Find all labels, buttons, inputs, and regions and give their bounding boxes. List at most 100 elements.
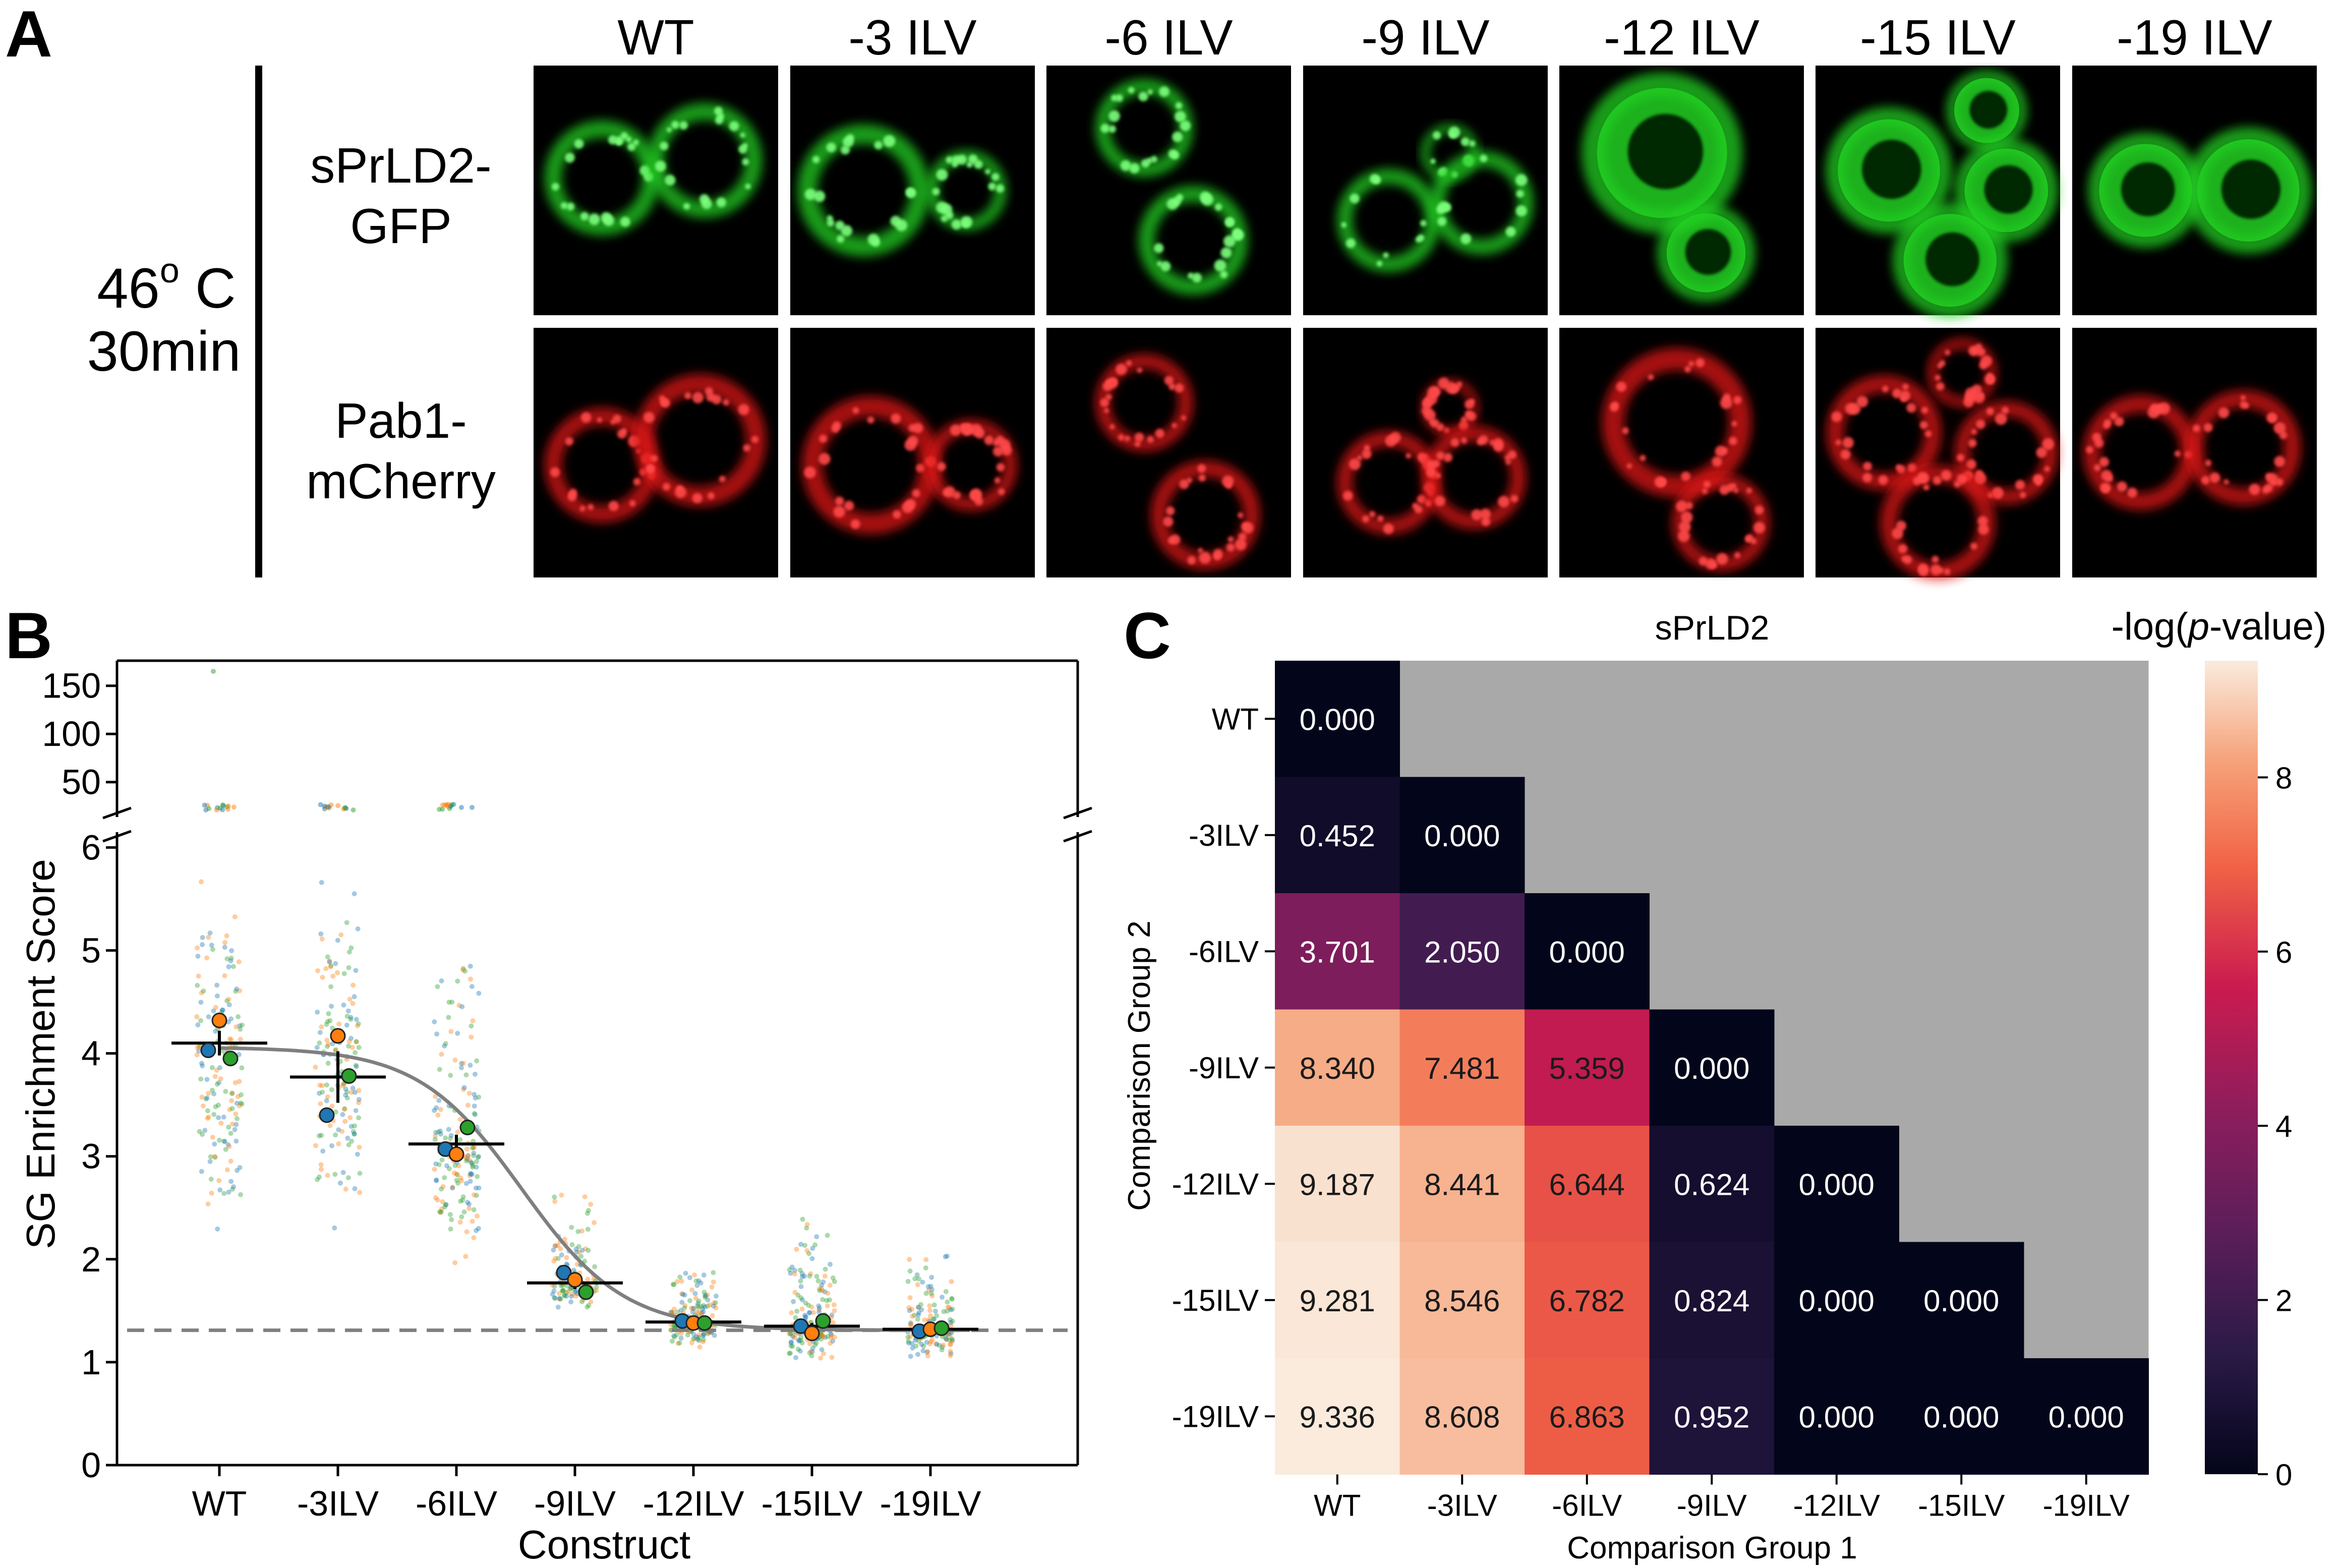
heatmap-cell bbox=[1275, 777, 1400, 894]
cell-point bbox=[798, 1295, 804, 1301]
heatmap-x-axis-label: Comparison Group 1 bbox=[1567, 1531, 1857, 1565]
cell-point bbox=[578, 1254, 584, 1259]
cell-point bbox=[459, 1214, 464, 1219]
granule bbox=[1678, 530, 1690, 542]
granule bbox=[719, 476, 726, 483]
cell-point bbox=[705, 1303, 710, 1309]
granule bbox=[969, 490, 981, 501]
cell-point bbox=[930, 1316, 936, 1322]
granule bbox=[2275, 478, 2284, 486]
granule bbox=[1919, 421, 1928, 429]
axis-break-mark bbox=[102, 806, 132, 820]
cell-point bbox=[947, 1305, 952, 1310]
cell-point bbox=[224, 998, 230, 1004]
cell-point bbox=[200, 1063, 205, 1069]
granule bbox=[943, 489, 950, 496]
cell-point bbox=[810, 1246, 815, 1251]
granule bbox=[1956, 453, 1964, 461]
granule bbox=[745, 184, 751, 190]
cell-cytoplasm bbox=[1138, 186, 1248, 295]
cell-point bbox=[357, 1144, 362, 1150]
heatmap-cell bbox=[1275, 1242, 1400, 1359]
cell-point bbox=[788, 1351, 793, 1356]
cell-point bbox=[789, 1264, 795, 1270]
cell-point bbox=[233, 1138, 239, 1144]
granule bbox=[1160, 261, 1171, 272]
cell-point bbox=[213, 1005, 218, 1010]
cell-point bbox=[557, 1297, 562, 1302]
micrograph bbox=[1046, 328, 1291, 577]
cell-point bbox=[699, 1306, 705, 1312]
cell-point bbox=[340, 1170, 346, 1175]
cell-point bbox=[830, 1320, 836, 1325]
cell-point bbox=[944, 1337, 949, 1342]
cell-point bbox=[804, 1222, 810, 1227]
cell-point bbox=[685, 1332, 690, 1338]
granule bbox=[2001, 406, 2009, 414]
cell-point bbox=[807, 1273, 812, 1279]
cell-point bbox=[226, 1144, 232, 1149]
cell-point bbox=[473, 1185, 479, 1191]
granule bbox=[2114, 417, 2124, 427]
cell-point bbox=[703, 1295, 708, 1300]
granule bbox=[1383, 252, 1389, 258]
cell-point bbox=[356, 1044, 362, 1050]
granule bbox=[1831, 412, 1842, 422]
granule bbox=[617, 429, 627, 439]
cell-point bbox=[349, 1138, 355, 1144]
heatmap-cell-value: 0.000 bbox=[1923, 1284, 1999, 1318]
cell-point bbox=[564, 1255, 569, 1260]
cell-point bbox=[355, 1023, 360, 1029]
heatmap-cell bbox=[1399, 1009, 1525, 1126]
cell-point bbox=[799, 1340, 805, 1346]
granule bbox=[1128, 87, 1135, 94]
cell-point bbox=[690, 1309, 695, 1315]
heatmap-cell-value: 8.546 bbox=[1424, 1284, 1500, 1318]
granule bbox=[1681, 511, 1693, 524]
granule bbox=[1176, 194, 1184, 201]
cell-point bbox=[564, 1290, 569, 1296]
granule bbox=[1932, 555, 1939, 563]
cell-point bbox=[434, 1031, 440, 1037]
cell-point bbox=[916, 1276, 921, 1282]
cell-point bbox=[435, 1112, 441, 1118]
cell-point bbox=[194, 1052, 200, 1058]
cell-point bbox=[908, 1334, 913, 1340]
cell-point bbox=[324, 1037, 330, 1043]
cell-point bbox=[319, 936, 325, 942]
cell-point bbox=[829, 1355, 835, 1360]
granule bbox=[1721, 447, 1728, 454]
cell-point bbox=[216, 1115, 221, 1121]
heatmap-cell-value: 5.359 bbox=[1549, 1052, 1625, 1085]
cell-point bbox=[343, 1086, 348, 1092]
cell-point bbox=[454, 1172, 460, 1178]
cell-point bbox=[353, 1050, 358, 1055]
granule bbox=[629, 500, 636, 507]
cell-point bbox=[569, 1225, 574, 1230]
cell-point bbox=[354, 1039, 359, 1044]
granule bbox=[2223, 479, 2229, 485]
granule bbox=[1168, 383, 1176, 390]
cell-point bbox=[944, 1337, 949, 1342]
cell-point bbox=[226, 1189, 231, 1195]
heatmap-cell bbox=[1525, 1242, 1650, 1359]
cell-point bbox=[353, 1108, 359, 1114]
granule bbox=[1111, 94, 1118, 101]
granule bbox=[1448, 126, 1460, 139]
cell-point bbox=[454, 1178, 459, 1183]
cell-point bbox=[214, 982, 220, 988]
cell-point bbox=[199, 1169, 204, 1174]
granule bbox=[615, 136, 624, 145]
cell-point bbox=[832, 1308, 837, 1313]
replicate-mean-point bbox=[556, 1264, 572, 1281]
granule bbox=[1616, 381, 1627, 392]
cell-point bbox=[808, 1271, 813, 1276]
cell-point bbox=[916, 1339, 921, 1344]
cell-point bbox=[689, 1287, 695, 1293]
cell-point bbox=[238, 1100, 244, 1106]
cell-point bbox=[594, 1288, 599, 1293]
cell-point bbox=[460, 1197, 465, 1203]
cell-point bbox=[472, 1145, 477, 1150]
cell-point bbox=[315, 968, 321, 973]
cell-point bbox=[799, 1274, 805, 1280]
